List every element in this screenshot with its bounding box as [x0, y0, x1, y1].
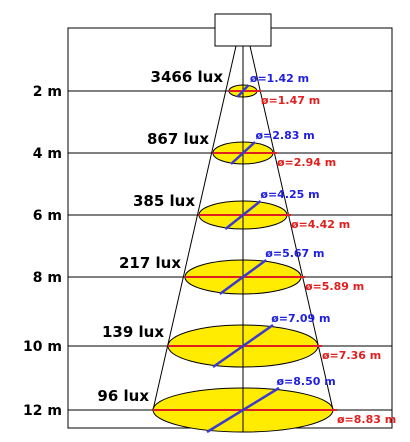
distance-label: 4 m: [33, 146, 62, 162]
distance-label: 6 m: [33, 208, 62, 224]
lux-label: 867 lux: [147, 130, 209, 148]
lux-label: 217 lux: [119, 254, 181, 272]
distance-label: 12 m: [23, 403, 62, 419]
cone-edge: [249, 45, 334, 411]
blue-diameter: [230, 141, 256, 165]
distance-label: 10 m: [23, 339, 62, 355]
blue-diameter-label: ø=7.09 m: [271, 312, 330, 325]
red-diameter-label: ø=2.94 m: [277, 156, 336, 169]
red-diameter-label: ø=4.42 m: [291, 218, 350, 231]
blue-diameter: [219, 258, 267, 296]
blue-diameter-label: ø=4.25 m: [260, 188, 319, 201]
red-diameter-label: ø=8.83 m: [337, 413, 396, 426]
lamp: [214, 13, 272, 47]
blue-diameter-label: ø=1.42 m: [250, 72, 309, 85]
blue-diameter: [236, 84, 250, 98]
blue-diameter: [206, 386, 280, 434]
lux-label: 96 lux: [97, 387, 149, 405]
red-diameter-label: ø=5.89 m: [305, 280, 364, 293]
blue-diameter-label: ø=5.67 m: [265, 247, 324, 260]
red-diameter-label: ø=7.36 m: [322, 349, 381, 362]
levels: 2 m 3466 lux ø=1.42 m ø=1.47 m 4 m 867 lux ø=2…: [23, 45, 396, 434]
cone-edge: [152, 45, 237, 411]
red-diameter-label: ø=1.47 m: [261, 94, 320, 107]
blue-diameter: [212, 323, 274, 369]
distance-label: 8 m: [33, 270, 62, 286]
blue-diameter-label: ø=8.50 m: [277, 375, 336, 388]
lux-label: 385 lux: [133, 192, 195, 210]
blue-diameter: [224, 200, 262, 230]
blue-diameter-label: ø=2.83 m: [256, 129, 315, 142]
lux-label: 3466 lux: [151, 68, 224, 86]
distance-label: 2 m: [33, 84, 62, 100]
lux-label: 139 lux: [102, 323, 164, 341]
